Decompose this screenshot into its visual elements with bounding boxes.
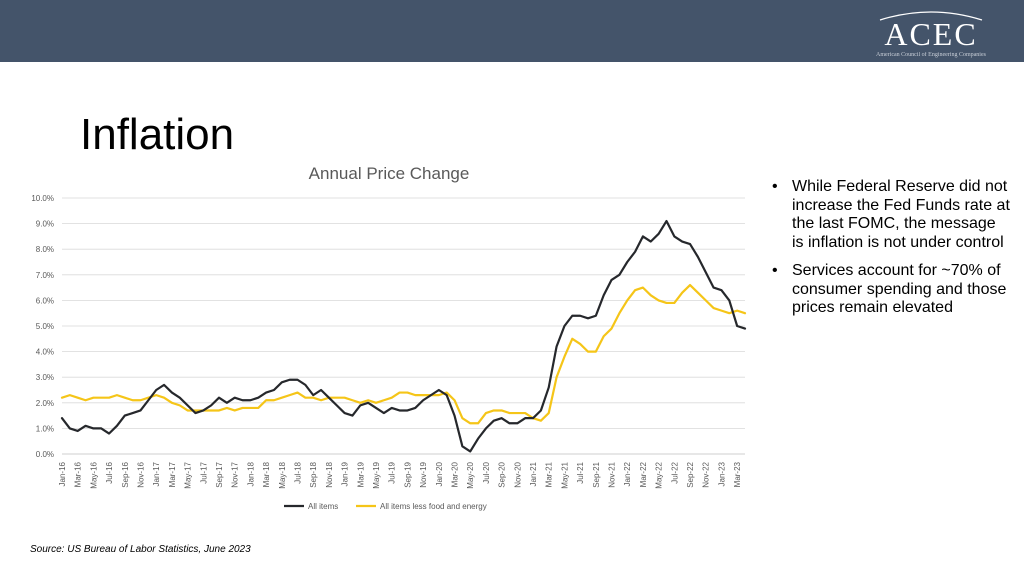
- x-tick-label: Nov-17: [231, 461, 240, 487]
- x-tick-label: Sep-22: [686, 461, 695, 487]
- x-tick-label: Nov-16: [137, 461, 146, 487]
- x-tick-label: Sep-18: [309, 461, 318, 487]
- y-tick-label: 8.0%: [36, 245, 54, 254]
- bullet-list: While Federal Reserve did not increase t…: [770, 178, 1010, 328]
- x-tick-label: May-19: [372, 461, 381, 488]
- x-tick-label: Nov-21: [608, 461, 617, 487]
- chart-series: [60, 219, 747, 453]
- legend-label: All items less food and energy: [380, 502, 487, 511]
- y-tick-label: 0.0%: [36, 450, 54, 459]
- x-tick-label: Jul-20: [482, 461, 491, 483]
- logo-subtitle: American Council of Engineering Companie…: [876, 52, 986, 58]
- x-tick-label: Jan-21: [529, 461, 538, 486]
- x-tick-label: Jan-17: [152, 461, 161, 486]
- x-tick-label: Jul-21: [576, 461, 585, 483]
- x-tick-label: Nov-19: [419, 461, 428, 487]
- header-bar: ACEC American Council of Engineering Com…: [0, 0, 1024, 62]
- y-tick-label: 7.0%: [36, 271, 54, 280]
- x-tick-label: Mar-17: [168, 461, 177, 487]
- y-tick-label: 5.0%: [36, 322, 54, 331]
- x-tick-label: Nov-20: [513, 461, 522, 487]
- x-tick-label: May-21: [560, 461, 569, 488]
- y-tick-label: 9.0%: [36, 220, 54, 229]
- y-tick-label: 10.0%: [31, 194, 54, 203]
- bullet-fed-rate: While Federal Reserve did not increase t…: [770, 178, 1010, 252]
- logo-text: ACEC: [884, 16, 978, 52]
- x-tick-label: Sep-20: [498, 461, 507, 487]
- y-tick-label: 4.0%: [36, 348, 54, 357]
- x-tick-label: Jan-16: [58, 461, 67, 486]
- x-tick-label: Sep-21: [592, 461, 601, 487]
- x-tick-label: Sep-17: [215, 461, 224, 487]
- x-tick-label: May-22: [655, 461, 664, 488]
- series-line-core: [60, 283, 747, 425]
- chart-grid: [62, 197, 745, 455]
- x-tick-label: May-20: [466, 461, 475, 488]
- y-tick-label: 1.0%: [36, 424, 54, 433]
- bullet-services: Services account for ~70% of consumer sp…: [770, 262, 1010, 318]
- x-tick-label: Jan-23: [717, 461, 726, 486]
- chart-legend: All items All items less food and energy: [284, 502, 487, 511]
- x-tick-label: Jan-18: [246, 461, 255, 486]
- x-tick-label: Mar-20: [451, 461, 460, 487]
- acec-logo: ACEC American Council of Engineering Com…: [866, 8, 996, 58]
- source-note: Source: US Bureau of Labor Statistics, J…: [30, 544, 251, 555]
- x-tick-label: Jul-19: [388, 461, 397, 483]
- x-tick-label: May-17: [184, 461, 193, 488]
- x-tick-label: Jul-22: [670, 461, 679, 483]
- x-axis-ticks: Jan-16 Mar-16 May-16 Jul-16 Sep-16 Nov-16 Jan-…: [58, 461, 742, 488]
- series-line-all-items: [60, 219, 747, 453]
- annual-price-change-chart: Annual Price Change 0.0% 1.0% 2.0% 3.0% 4.0%…: [31, 164, 747, 511]
- page-title: Inflation: [80, 110, 235, 159]
- y-tick-label: 2.0%: [36, 399, 54, 408]
- logo-arc-icon: [879, 11, 983, 21]
- x-tick-label: May-18: [278, 461, 287, 488]
- y-tick-label: 6.0%: [36, 296, 54, 305]
- x-tick-label: Mar-23: [733, 461, 742, 487]
- x-tick-label: Sep-19: [403, 461, 412, 487]
- x-tick-label: Mar-19: [356, 461, 365, 487]
- x-tick-label: Jan-20: [435, 461, 444, 486]
- x-tick-label: Nov-22: [702, 461, 711, 487]
- x-tick-label: May-16: [89, 461, 98, 488]
- x-tick-label: Mar-18: [262, 461, 271, 487]
- x-tick-label: Jul-18: [294, 461, 303, 483]
- x-tick-label: Jan-19: [341, 461, 350, 486]
- x-tick-label: Sep-16: [121, 461, 130, 487]
- x-tick-label: Nov-18: [325, 461, 334, 487]
- y-axis-ticks: 0.0% 1.0% 2.0% 3.0% 4.0% 5.0% 6.0% 7.0% 8.0% 9.0%…: [31, 194, 54, 459]
- x-tick-label: Jan-22: [623, 461, 632, 486]
- x-tick-label: Jul-16: [105, 461, 114, 483]
- legend-label: All items: [308, 502, 338, 511]
- x-tick-label: Mar-21: [545, 461, 554, 487]
- x-tick-label: Mar-22: [639, 461, 648, 487]
- chart-title: Annual Price Change: [309, 164, 470, 183]
- x-tick-label: Jul-17: [199, 461, 208, 483]
- y-tick-label: 3.0%: [36, 373, 54, 382]
- x-tick-label: Mar-16: [74, 461, 83, 487]
